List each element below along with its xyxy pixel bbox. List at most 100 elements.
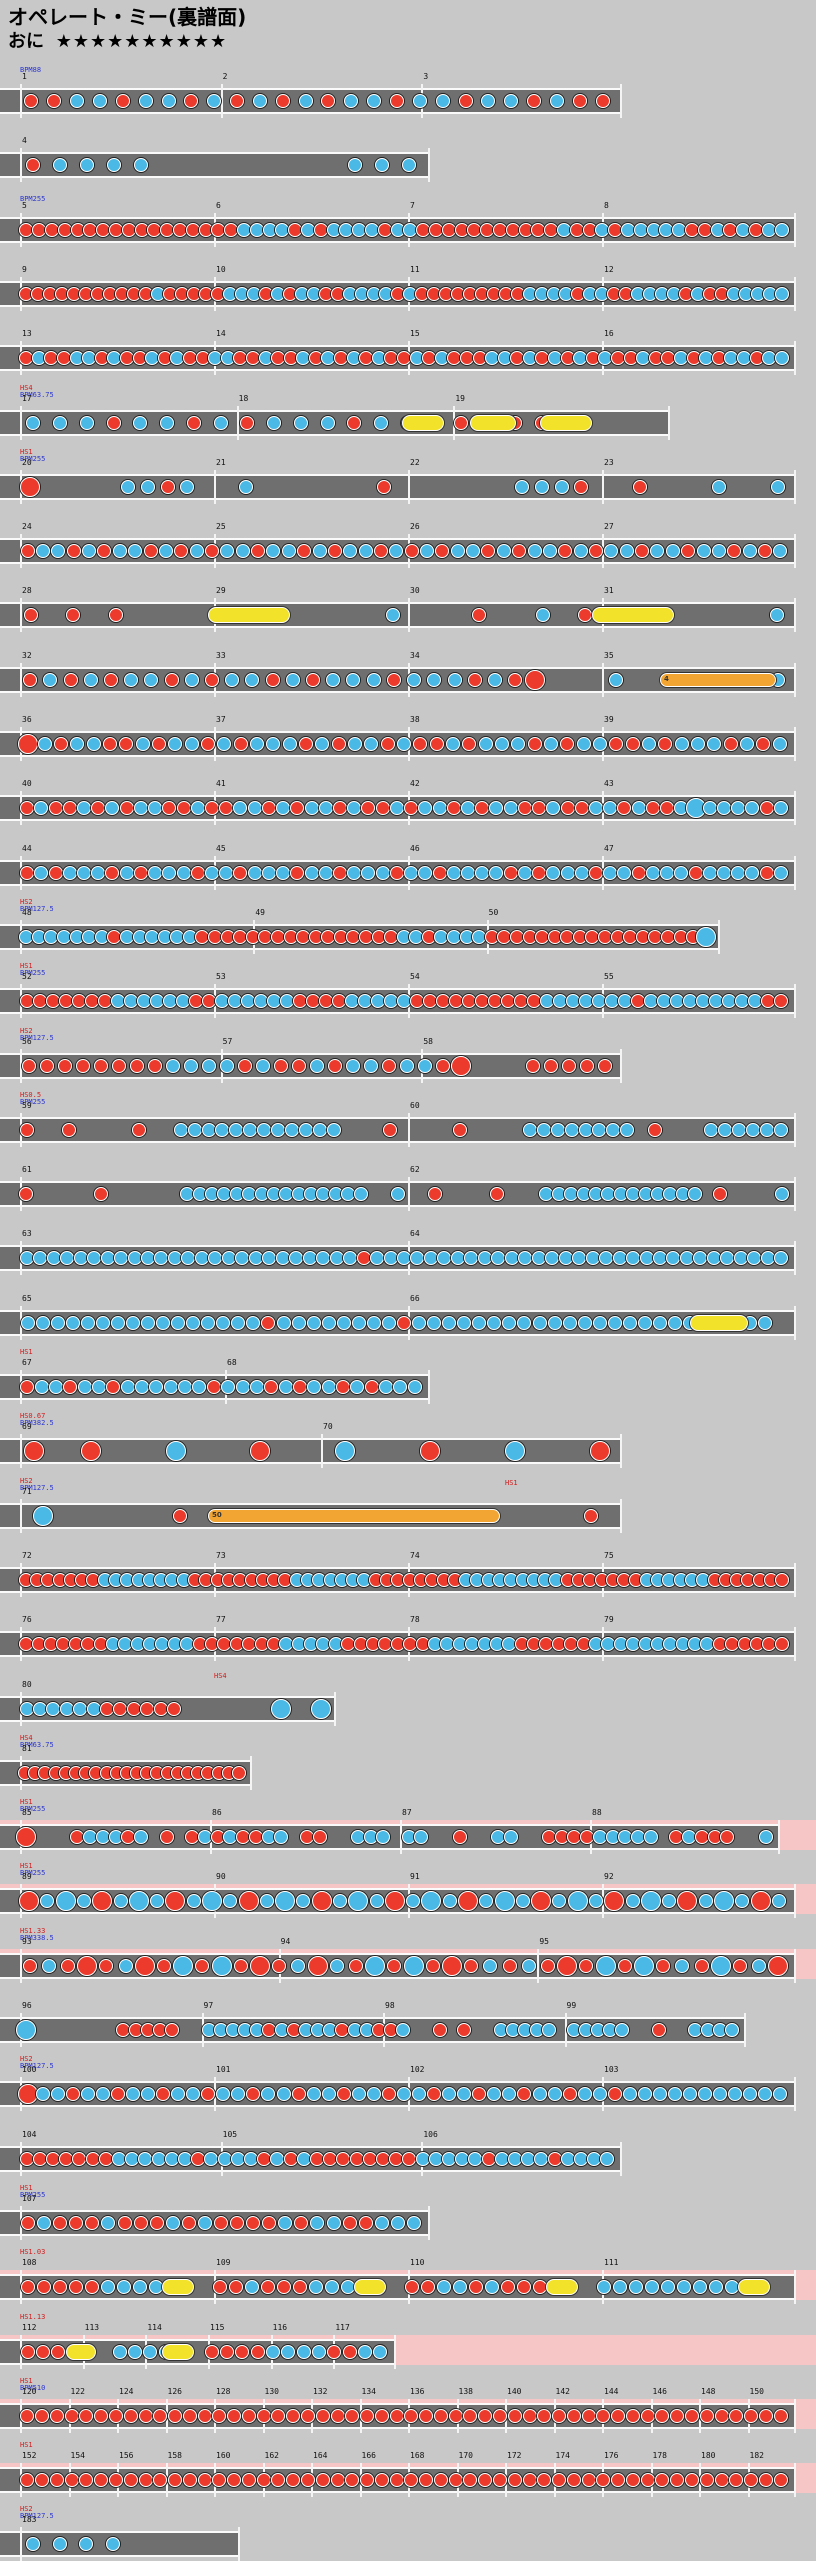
ka-note	[59, 1701, 74, 1716]
measure-line	[537, 1948, 540, 1983]
ka-note	[771, 479, 786, 494]
measure-line	[408, 1112, 410, 1147]
ka-note	[278, 1380, 293, 1394]
measure-line	[794, 1112, 796, 1147]
don-note	[374, 2408, 389, 2423]
measure-number: 27	[604, 522, 614, 532]
measure-number: 52	[22, 972, 32, 982]
don-note	[105, 865, 120, 880]
don-note	[670, 2408, 685, 2423]
measure-number: 48	[22, 907, 32, 917]
measure-number: 24	[22, 522, 32, 532]
ka-note	[161, 94, 176, 108]
don-note	[598, 929, 613, 944]
ka-note	[145, 929, 160, 944]
measure-number: 183	[22, 2515, 37, 2525]
don-note	[566, 2473, 581, 2488]
measure-number: 10	[216, 264, 226, 274]
don-note	[250, 2344, 265, 2359]
chart-line: HS1 67 68	[0, 1348, 816, 1404]
don-note	[598, 1058, 612, 1073]
measure-number: 56	[22, 1036, 32, 1046]
don-note	[292, 994, 307, 1009]
ka-note	[329, 1958, 344, 1973]
measure-number: 156	[119, 2451, 134, 2461]
don-note	[256, 2473, 271, 2488]
ka-note	[321, 1380, 336, 1394]
measure-number: 172	[507, 2451, 522, 2461]
ka-note	[487, 672, 502, 687]
difficulty-label: おに	[8, 31, 44, 52]
drumroll-note	[546, 2279, 578, 2296]
ka-note	[110, 994, 125, 1009]
ka-note	[312, 2344, 326, 2359]
don-note	[214, 2215, 228, 2230]
don-note	[526, 1058, 540, 1073]
ka-note	[171, 1315, 186, 1330]
ka-note-big	[365, 1955, 386, 1976]
measure-number: 92	[604, 1872, 614, 1882]
ka-note	[536, 1122, 551, 1137]
scroll-speed-label: HS1.13	[20, 2312, 46, 2321]
don-note	[186, 415, 201, 430]
don-note	[272, 1958, 287, 1973]
don-note	[611, 2408, 626, 2423]
measure-number: 107	[22, 2193, 37, 2203]
don-note	[537, 2408, 552, 2423]
don-note	[172, 1508, 187, 1523]
don-note	[313, 222, 328, 237]
ka-note	[557, 222, 571, 237]
don-note	[380, 737, 395, 751]
don-note	[333, 865, 347, 880]
don-note	[93, 1187, 108, 1202]
ka-note	[113, 1894, 128, 1909]
ka-note	[489, 865, 504, 880]
don-note	[362, 2151, 377, 2166]
ka-note	[366, 672, 381, 687]
ka-note	[201, 1122, 216, 1137]
ka-note	[637, 1315, 652, 1330]
don-note	[478, 2408, 493, 2423]
don-note	[159, 1830, 174, 1845]
ka-note	[253, 994, 268, 1009]
don-note	[126, 1701, 141, 1716]
chart-line: HS4 BPM63.75 17 18 19	[0, 384, 816, 440]
don-note	[65, 2087, 80, 2102]
chart-line: BPM255 5 6 7 8	[0, 191, 816, 247]
don-note	[464, 1958, 479, 1973]
ka-note	[577, 2087, 592, 2102]
ka-note	[503, 1830, 518, 1845]
ka-note	[698, 1894, 713, 1909]
measure-number: 5	[22, 200, 27, 210]
chart-line: HS4 80	[0, 1670, 816, 1726]
measure-line	[668, 405, 670, 440]
don-note-big	[307, 1955, 328, 1976]
don-note	[233, 865, 248, 880]
measure-number: 106	[423, 2129, 438, 2139]
don-note	[508, 672, 523, 687]
chart-line: 32 33 34 35 4	[0, 641, 816, 697]
ka-note	[578, 1122, 593, 1137]
measure-number: 152	[22, 2451, 37, 2461]
don-note	[595, 94, 610, 108]
don-note	[383, 1122, 398, 1137]
don-note	[45, 994, 60, 1009]
ka-note-big	[32, 1505, 53, 1526]
don-note	[581, 2473, 596, 2488]
ka-note	[374, 158, 389, 173]
don-note	[19, 1122, 34, 1137]
measure-line	[250, 1755, 252, 1790]
ka-note	[79, 415, 94, 430]
measure-line	[236, 405, 239, 440]
ka-note	[202, 1058, 216, 1073]
ka-note	[86, 1701, 101, 1716]
ka-note	[237, 222, 251, 237]
measure-number: 180	[701, 2451, 716, 2461]
ka-note	[20, 1315, 35, 1330]
ka-note	[373, 2344, 388, 2359]
ka-note	[481, 94, 496, 108]
ka-note	[358, 544, 373, 559]
ka-note	[247, 801, 262, 816]
measure-line	[794, 212, 796, 247]
ka-note	[266, 994, 281, 1009]
